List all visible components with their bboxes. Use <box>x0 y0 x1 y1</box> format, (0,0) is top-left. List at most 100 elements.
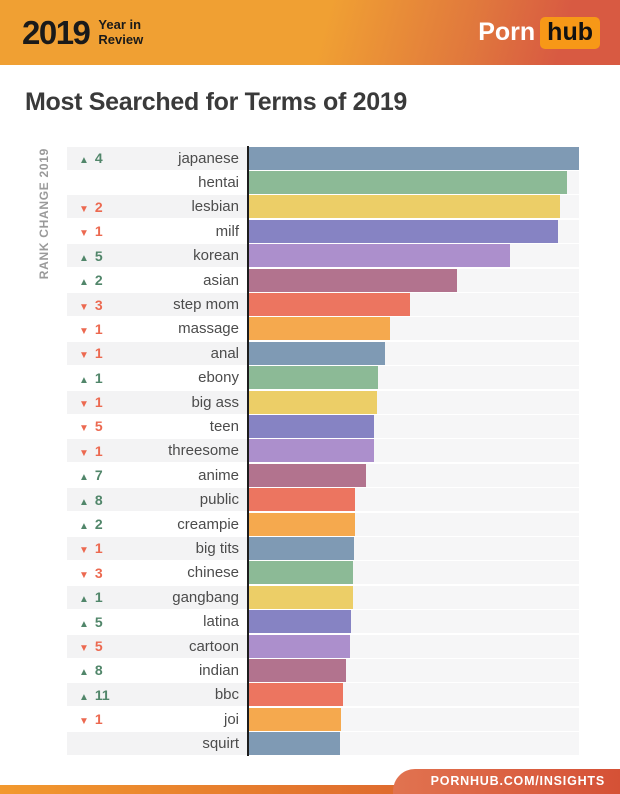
row-label-band: ▲ 2 asian <box>67 269 247 292</box>
term-bar <box>249 439 374 463</box>
rank-change-value: 1 <box>94 442 103 459</box>
row-label-band: ▲ 7 anime <box>67 464 247 487</box>
rank-change-value: 7 <box>94 467 103 484</box>
term-bar <box>249 219 558 243</box>
term-label: public <box>199 491 239 509</box>
chart-row: ▼ 1 anal <box>0 341 620 365</box>
bar-track <box>249 366 579 390</box>
term-label: threesome <box>168 442 239 460</box>
rank-change-up: ▲ 8 <box>79 492 103 508</box>
logo-text-porn: Porn <box>478 18 536 46</box>
bar-track <box>249 707 579 731</box>
header: 2019 Year in Review Porn hub <box>0 0 620 65</box>
row-label-band: ▼ 1 big tits <box>67 536 247 560</box>
rank-down-icon: ▼ <box>79 228 89 240</box>
year-in-review: 2019 Year in Review <box>22 14 143 52</box>
term-bar <box>249 146 579 170</box>
rank-change-down: ▼ 1 <box>79 223 103 239</box>
rank-change-value: 5 <box>94 638 103 654</box>
term-bar <box>249 634 350 658</box>
chart-row: ▼ 3 step mom <box>0 292 620 317</box>
rank-down-icon: ▼ <box>79 545 89 557</box>
term-label: bbc <box>214 686 239 704</box>
pornhub-logo: Porn hub <box>478 16 600 49</box>
rank-change-value: 1 <box>94 589 103 606</box>
row-label-band: ▼ 1 joi <box>67 708 247 731</box>
rank-change-value: 2 <box>94 516 103 533</box>
rank-down-icon: ▼ <box>79 301 89 313</box>
bar-track <box>249 146 579 170</box>
bar-track <box>249 341 579 365</box>
row-label-band: hentai <box>67 171 247 194</box>
rank-up-icon: ▲ <box>79 155 89 167</box>
rank-up-icon: ▲ <box>79 496 89 508</box>
rank-change-down: ▼ 3 <box>79 297 103 313</box>
year-in-review-subtitle: Year in Review <box>98 17 144 47</box>
term-bar <box>249 488 355 512</box>
term-label: lesbian <box>191 198 239 216</box>
rank-change-value: 8 <box>94 662 103 679</box>
baseline-axis <box>247 146 249 756</box>
term-label: creampie <box>177 515 239 533</box>
bar-track <box>249 658 579 682</box>
chart-row: ▼ 5 cartoon <box>0 634 620 658</box>
chart-row: ▼ 1 threesome <box>0 439 620 463</box>
bar-track <box>249 732 579 756</box>
term-label: squirt <box>202 735 239 753</box>
term-label: chinese <box>187 564 239 582</box>
term-bar <box>249 195 560 219</box>
bar-track <box>249 512 579 536</box>
rank-change-value: 5 <box>94 418 103 435</box>
bar-track <box>249 390 579 414</box>
rank-up-icon: ▲ <box>79 618 89 630</box>
rank-change-down: ▼ 1 <box>79 345 103 361</box>
term-bar <box>249 512 355 536</box>
chart-row: ▼ 1 big ass <box>0 390 620 414</box>
rank-change-value: 1 <box>94 369 103 386</box>
row-label-band: ▼ 1 big ass <box>67 390 247 414</box>
rank-change-value: 1 <box>94 711 103 728</box>
chart-row: ▼ 1 joi <box>0 707 620 731</box>
term-label: anime <box>198 466 239 484</box>
bar-track <box>249 195 579 219</box>
term-bar <box>249 463 367 487</box>
term-bar <box>249 293 411 317</box>
rank-up-icon: ▲ <box>79 521 89 533</box>
chart-row: ▲ 1 gangbang <box>0 585 620 609</box>
row-label-band: ▲ 8 public <box>67 488 247 512</box>
row-label-band: ▼ 5 cartoon <box>67 634 247 658</box>
rank-change-value: 2 <box>94 198 103 215</box>
term-label: gangbang <box>172 588 239 606</box>
term-label: big tits <box>195 539 239 557</box>
term-label: latina <box>203 613 239 631</box>
term-label: milf <box>215 222 239 240</box>
term-bar <box>249 707 342 731</box>
bar-track <box>249 585 579 609</box>
chart-row: ▲ 5 korean <box>0 244 620 268</box>
subtitle-line1: Year in <box>98 17 142 33</box>
rank-change-down: ▼ 1 <box>79 321 103 337</box>
bar-track <box>249 536 579 560</box>
row-label-band: ▼ 1 anal <box>67 341 247 365</box>
term-label: joi <box>223 710 239 728</box>
term-bar <box>249 732 340 756</box>
rank-change-value: 8 <box>94 491 103 508</box>
rank-down-icon: ▼ <box>79 350 89 362</box>
rank-down-icon: ▼ <box>79 447 89 459</box>
row-label-band: ▲ 11 bbc <box>67 683 247 707</box>
rank-change-down: ▼ 1 <box>79 711 103 727</box>
term-label: korean <box>193 247 239 265</box>
rank-change-down: ▼ 1 <box>79 443 103 459</box>
chart-row: ▲ 8 indian <box>0 658 620 682</box>
rank-change-value: 1 <box>94 345 103 362</box>
row-label-band: ▼ 1 milf <box>67 220 247 243</box>
bar-chart: RANK CHANGE 2019 ▲ 4 japanese hentai ▼ 2 lesbi… <box>0 146 620 756</box>
bar-track <box>249 561 579 585</box>
subtitle-line2: Review <box>98 31 144 47</box>
chart-row: ▲ 8 public <box>0 487 620 512</box>
rank-change-up: ▲ 5 <box>79 248 103 264</box>
term-bar <box>249 561 354 585</box>
footer-insights-url: PORNHUB.COM/INSIGHTS <box>430 774 605 788</box>
page-title: Most Searched for Terms of 2019 <box>25 88 408 116</box>
chart-row: ▼ 1 massage <box>0 317 620 341</box>
